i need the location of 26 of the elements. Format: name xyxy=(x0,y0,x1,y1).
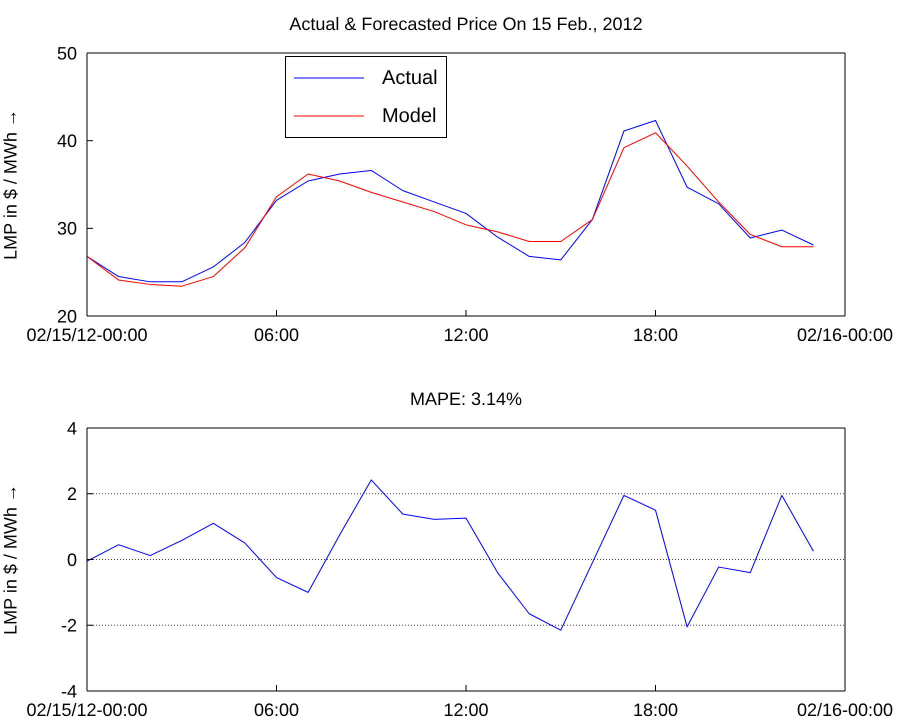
x-tick-label: 18:00 xyxy=(632,700,678,720)
y-tick-label: 50 xyxy=(56,43,77,64)
chart-title: Actual & Forecasted Price On 15 Feb., 2012 xyxy=(288,14,644,35)
x-tick-label: 18:00 xyxy=(632,324,678,345)
y-tick-label: 40 xyxy=(56,131,77,152)
x-tick-label: 02/15/12-00:00 xyxy=(26,700,148,720)
y-tick-label: 2 xyxy=(66,484,77,504)
legend-label: Actual xyxy=(382,66,438,91)
x-tick-label: 02/16-00:00 xyxy=(796,700,894,720)
y-tick-label: 30 xyxy=(56,218,77,239)
chart-title: MAPE: 3.14% xyxy=(408,389,524,410)
y-axis-title: LMP in $ / MWh → xyxy=(0,484,20,635)
x-tick-label: 12:00 xyxy=(443,700,489,720)
y-tick-label: 4 xyxy=(66,418,77,438)
x-tick-label: 02/15/12-00:00 xyxy=(26,324,148,345)
y-tick-label: 0 xyxy=(66,550,77,570)
y-tick-label: -4 xyxy=(60,681,77,702)
legend-label: Model xyxy=(382,104,436,129)
y-tick-label: -2 xyxy=(60,616,77,636)
line-series xyxy=(87,479,814,631)
x-tick-label: 06:00 xyxy=(254,324,300,345)
x-tick-label: 02/16-00:00 xyxy=(796,324,894,345)
x-tick-label: 12:00 xyxy=(443,324,489,345)
y-tick-label: 20 xyxy=(56,306,77,326)
y-axis-title: LMP in $ / MWh → xyxy=(0,109,20,260)
x-tick-label: 06:00 xyxy=(254,700,300,720)
